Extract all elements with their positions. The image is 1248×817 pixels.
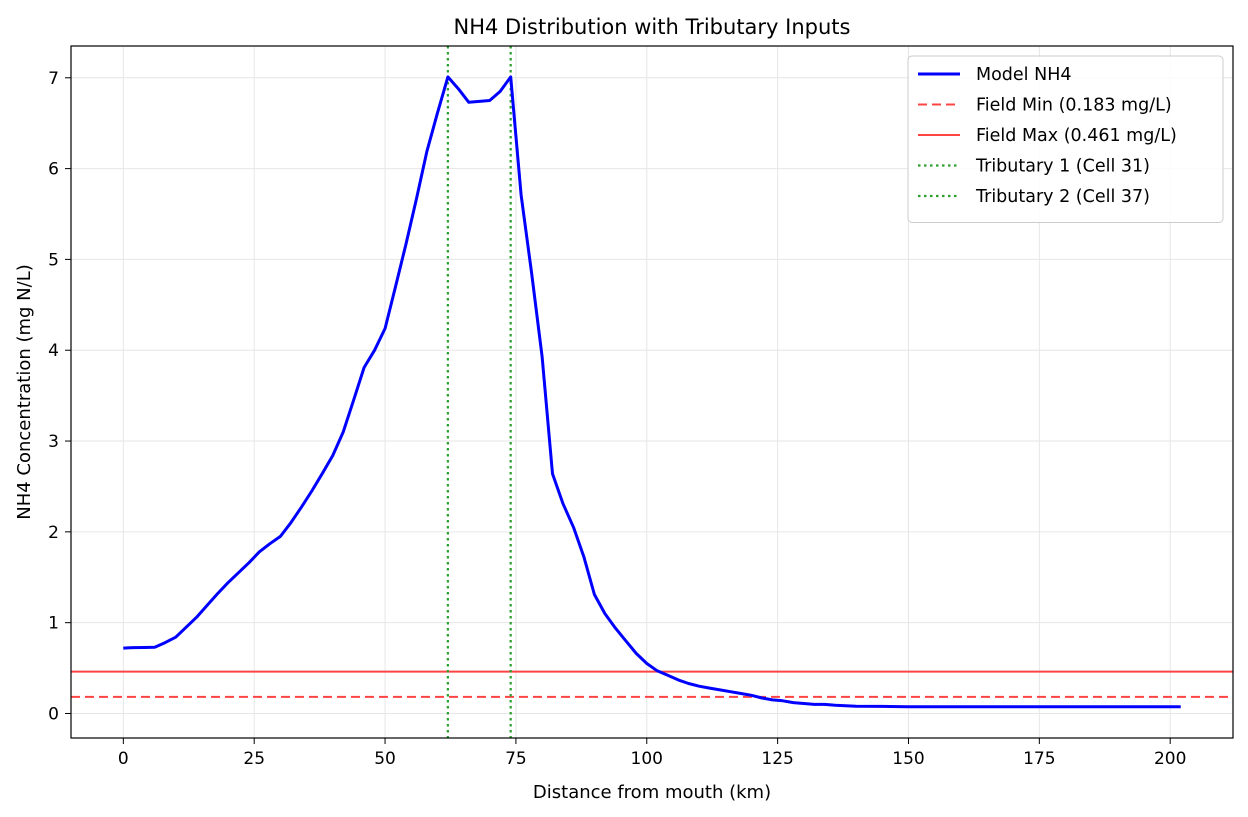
x-tick-label: 0 (118, 749, 129, 769)
series-line (123, 75, 1181, 709)
x-tick-label: 150 (892, 749, 924, 769)
series-layer (123, 75, 1181, 709)
x-tick-label: 25 (243, 749, 265, 769)
x-tick-label: 100 (631, 749, 663, 769)
ticks: 0 25 50 75 100 125 150 175 200 0 1 2 3 4 5 6 7 (48, 69, 1186, 769)
x-tick-label: 125 (761, 749, 793, 769)
legend-box (907, 55, 1224, 223)
x-tick-label: 50 (374, 749, 396, 769)
y-tick-label: 7 (48, 69, 59, 89)
legend-label: Tributary 2 (Cell 37) (975, 187, 1150, 207)
y-tick-label: 4 (48, 341, 59, 361)
legend-label: Tributary 1 (Cell 31) (975, 157, 1150, 177)
reference-lines (71, 46, 1233, 738)
chart-title: NH4 Distribution with Tributary Inputs (454, 15, 851, 39)
y-tick-label: 3 (48, 432, 59, 452)
y-tick-label: 1 (48, 614, 59, 634)
x-tick-label: 175 (1023, 749, 1055, 769)
legend-label: Model NH4 (976, 65, 1072, 85)
y-tick-label: 5 (48, 250, 59, 270)
y-tick-label: 2 (48, 523, 59, 543)
legend: Model NH4 Field Min (0.183 mg/L) Field Max… (907, 55, 1224, 223)
y-tick-label: 6 (48, 160, 59, 180)
y-tick-label: 0 (48, 704, 59, 724)
x-axis-title: Distance from mouth (km) (533, 782, 771, 803)
x-tick-label: 75 (505, 749, 527, 769)
legend-label: Field Min (0.183 mg/L) (976, 96, 1172, 116)
x-tick-label: 200 (1154, 749, 1186, 769)
plot-frame (70, 45, 1234, 739)
y-axis-title: NH4 Concentration (mg N/L) (14, 264, 35, 520)
legend-label: Field Max (0.461 mg/L) (976, 126, 1177, 146)
